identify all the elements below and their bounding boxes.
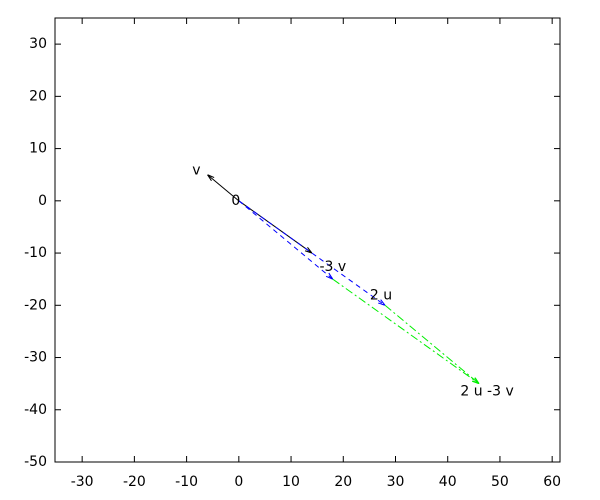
- x-tick-label: -30: [71, 474, 94, 490]
- y-tick-label: 0: [38, 193, 47, 209]
- vector-arrow: [207, 175, 240, 202]
- x-tick-label: 40: [439, 474, 457, 490]
- x-tick-label: 0: [234, 474, 243, 490]
- x-tick-label: -20: [123, 474, 146, 490]
- vector-arrow: [238, 200, 385, 305]
- y-tick-label: 30: [29, 36, 47, 52]
- x-tick-label: 10: [282, 474, 300, 490]
- x-tick-label: 30: [387, 474, 405, 490]
- y-tick-label: -30: [24, 350, 47, 366]
- vector-arrow: [332, 278, 479, 383]
- y-tick-label: -50: [24, 454, 47, 470]
- x-tick-label: 60: [543, 474, 561, 490]
- point-label: 2 u: [370, 287, 392, 303]
- point-label: 2 u -3 v: [460, 384, 513, 400]
- y-tick-label: 20: [29, 88, 47, 104]
- y-tick-label: -10: [24, 245, 47, 261]
- y-tick-label: -20: [24, 297, 47, 313]
- x-tick-label: -10: [175, 474, 198, 490]
- plot-border: [54, 17, 561, 463]
- y-tick-label: 10: [29, 141, 47, 157]
- point-label: -3 v: [319, 259, 346, 275]
- point-label: 0: [231, 193, 240, 209]
- vector-arrow: [384, 304, 479, 383]
- x-tick-label: 20: [334, 474, 352, 490]
- y-tick-label: -40: [24, 402, 47, 418]
- vector-arrow: [238, 200, 333, 279]
- x-tick-label: 50: [491, 474, 509, 490]
- point-label: v: [192, 163, 200, 179]
